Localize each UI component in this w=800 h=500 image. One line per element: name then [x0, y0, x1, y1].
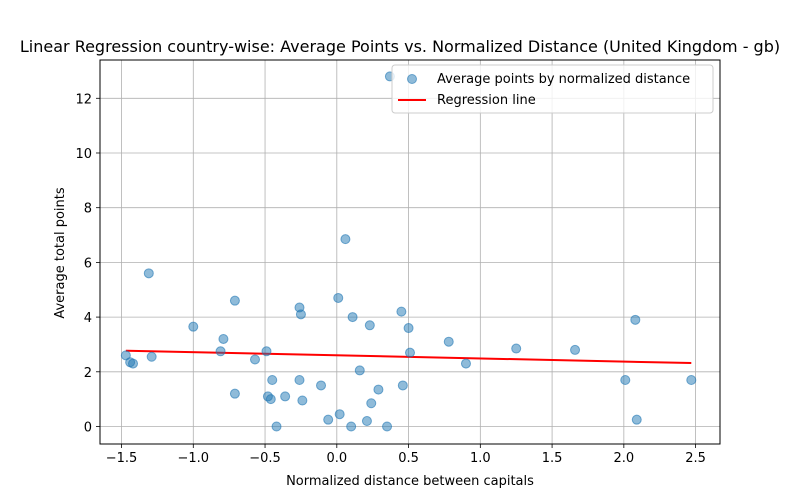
scatter-point: [443, 336, 454, 347]
y-tick-label: 12: [75, 92, 92, 107]
x-tick-label: 1.5: [542, 451, 563, 466]
scatter-point: [294, 375, 305, 385]
legend-label-line: Regression line: [437, 93, 536, 108]
x-tick-label: 2.0: [613, 451, 634, 466]
chart-title: Linear Regression country-wise: Average …: [20, 37, 780, 56]
scatter-point: [334, 409, 345, 420]
y-tick-label: 10: [75, 147, 92, 162]
grid: [100, 60, 720, 444]
scatter-point: [297, 395, 308, 406]
scatter-point: [229, 388, 240, 399]
scatter-point: [188, 321, 199, 332]
legend-box: [391, 64, 714, 114]
x-tick-label: 0.5: [398, 451, 419, 466]
scatter-point: [267, 375, 278, 385]
legend-label-scatter: Average points by normalized distance: [437, 72, 690, 87]
y-axis-label: Average total points: [53, 187, 68, 319]
scatter-point: [215, 346, 226, 357]
scatter-point: [373, 384, 384, 395]
scatter-point: [366, 398, 377, 409]
plot-frame: [99, 59, 721, 445]
scatter-point: [143, 268, 154, 279]
scatter-point: [511, 343, 522, 354]
legend: Average points by normalized distance Re…: [391, 64, 714, 114]
scatter-point: [280, 391, 291, 402]
scatter-point: [686, 375, 697, 385]
scatter-point: [460, 358, 471, 369]
scatter-point: [323, 414, 334, 425]
scatter-point: [316, 380, 327, 391]
scatter-point: [265, 394, 276, 405]
x-tick-label: −0.5: [249, 451, 281, 466]
scatter-point: [361, 416, 372, 427]
scatter-point: [397, 380, 408, 391]
scatter-point: [218, 333, 229, 344]
scatter-point: [128, 358, 139, 369]
scatter-point: [570, 344, 581, 355]
scatter-point: [346, 421, 357, 432]
x-axis-ticks: −1.5 −1.0 −0.5 0.0 0.5 1.0 1.5 2.0 2.5: [106, 444, 706, 466]
x-tick-label: 2.5: [685, 451, 706, 466]
y-tick-label: 4: [84, 311, 92, 326]
y-tick-label: 0: [84, 420, 92, 435]
scatter-point: [340, 234, 351, 245]
scatter-point: [364, 320, 375, 331]
scatter-point: [295, 309, 306, 320]
x-tick-label: 0.0: [326, 451, 347, 466]
y-tick-label: 8: [84, 202, 92, 217]
scatter-point: [146, 351, 157, 362]
scatter-point: [347, 312, 358, 323]
scatter-point: [261, 346, 272, 357]
scatter-point: [620, 375, 631, 385]
y-tick-label: 6: [84, 256, 92, 271]
scatter-point: [403, 323, 414, 334]
legend-marker-scatter: [407, 74, 417, 84]
scatter-point: [354, 365, 365, 376]
y-tick-label: 2: [84, 366, 92, 381]
x-axis-label: Normalized distance between capitals: [286, 474, 534, 489]
scatter-point: [631, 414, 642, 425]
scatter-point: [382, 421, 393, 432]
x-tick-label: 1.0: [470, 451, 491, 466]
scatter-point: [271, 421, 282, 432]
scatter-point: [333, 292, 344, 303]
scatter-point: [250, 354, 260, 365]
scatter-point: [229, 295, 240, 306]
scatter-point: [396, 306, 407, 317]
scatter-series: [120, 71, 697, 432]
x-tick-label: −1.5: [106, 451, 138, 466]
x-tick-label: −1.0: [177, 451, 209, 466]
scatter-point: [405, 347, 415, 358]
scatter-point: [630, 314, 641, 325]
y-axis-ticks: 0 2 4 6 8 10 12: [75, 92, 100, 435]
